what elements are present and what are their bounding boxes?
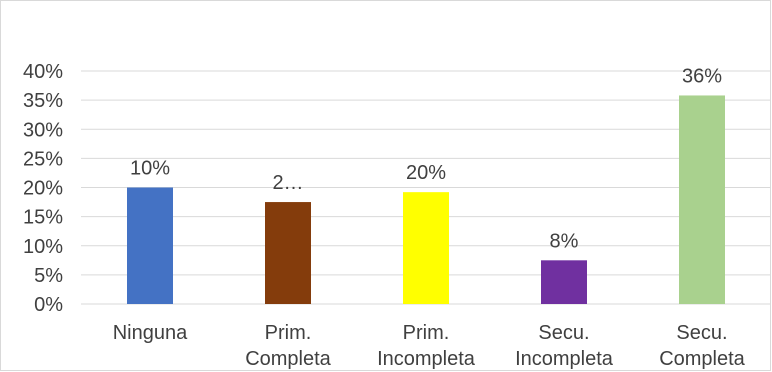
category-label-line: Prim. [265, 322, 312, 344]
y-tick-label: 30% [23, 119, 63, 141]
data-label: 20% [406, 162, 446, 184]
data-labels: 10% 2… 20% 8% 36% [130, 65, 722, 252]
category-label-line: Incompleta [377, 348, 476, 370]
category-label: Ninguna [113, 322, 188, 344]
data-label: 10% [130, 158, 170, 180]
y-tick-label: 10% [23, 236, 63, 258]
y-axis-tick-labels: 0% 5% 10% 15% 20% 25% 30% 35% 40% [23, 61, 63, 316]
y-tick-label: 20% [23, 178, 63, 200]
gridlines [81, 70, 771, 305]
bar [127, 187, 173, 304]
y-tick-label: 35% [23, 90, 63, 112]
y-tick-label: 5% [34, 265, 63, 287]
bar [679, 95, 725, 304]
data-label: 36% [682, 65, 722, 87]
y-tick-label: 15% [23, 207, 63, 229]
data-label: 2… [272, 172, 303, 194]
y-tick-label: 0% [34, 294, 63, 316]
category-label-line: Ninguna [113, 322, 188, 344]
category-label-line: Completa [659, 348, 745, 370]
y-tick-label: 40% [23, 61, 63, 83]
category-label-line: Completa [245, 348, 331, 370]
category-label-line: Secu. [538, 322, 589, 344]
category-label: Prim. Incompleta [377, 322, 476, 370]
bar [541, 260, 587, 304]
bar [265, 202, 311, 304]
category-label: Secu. Incompleta [515, 322, 614, 370]
category-label: Prim. Completa [245, 322, 331, 370]
category-label: Secu. Completa [659, 322, 745, 370]
category-label-line: Incompleta [515, 348, 614, 370]
category-label-line: Secu. [676, 322, 727, 344]
bar [403, 192, 449, 304]
bars [127, 95, 725, 304]
y-tick-label: 25% [23, 148, 63, 170]
data-label: 8% [550, 230, 579, 252]
category-label-line: Prim. [403, 322, 450, 344]
